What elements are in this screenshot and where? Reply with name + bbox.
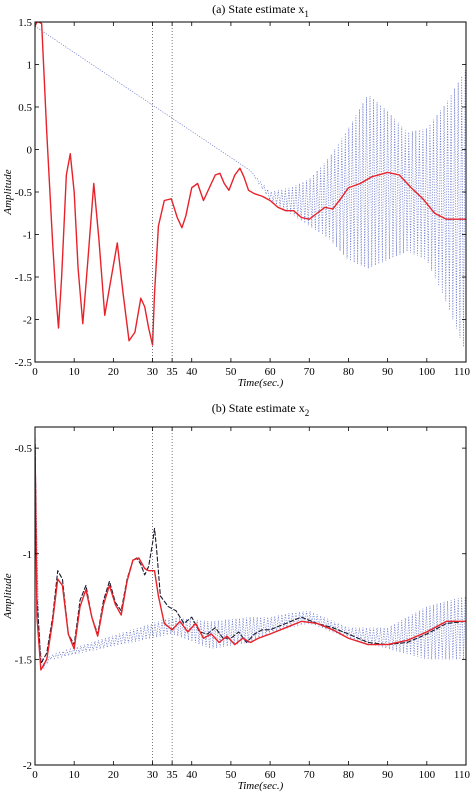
series-dotted-band: [35, 437, 466, 669]
x-tick-label: 35: [167, 769, 179, 781]
x-tick-label: 40: [186, 366, 198, 378]
y-tick-label: -2: [23, 315, 32, 327]
x-tick-label: 10: [69, 769, 81, 781]
x-tick-label: 0: [32, 769, 38, 781]
series-solid: [35, 443, 466, 671]
chart-title: (b) State estimate x2: [212, 401, 309, 418]
y-tick-label: 0.5: [18, 102, 32, 114]
x-tick-label: 70: [304, 366, 316, 378]
x-tick-label: 60: [265, 366, 277, 378]
y-tick-label: -1.5: [15, 272, 33, 284]
y-tick-label: -1.5: [15, 654, 33, 666]
title-subscript: 1: [304, 9, 309, 19]
x-axis-label: Time(sec.): [238, 780, 284, 792]
y-tick-label: -2.5: [15, 357, 33, 369]
x-tick-label: 100: [419, 769, 436, 781]
x-tick-label: 90: [382, 366, 394, 378]
x-tick-label: 50: [225, 366, 237, 378]
y-tick-label: 1.5: [18, 17, 32, 29]
x-tick-label: 35: [167, 366, 179, 378]
x-tick-label: 20: [108, 769, 120, 781]
x-tick-label: 30: [147, 769, 159, 781]
y-tick-label: 1: [27, 60, 33, 72]
x-tick-label: 110: [454, 366, 471, 378]
y-tick-label: -1: [23, 549, 32, 561]
y-tick-label: -0.5: [15, 443, 33, 455]
y-tick-label: 0: [27, 145, 33, 157]
chart-title: (a) State estimate x1: [212, 2, 309, 19]
x-tick-label: 60: [265, 769, 277, 781]
x-tick-label: 40: [186, 769, 198, 781]
series-solid: [35, 22, 466, 346]
chart-a: (a) State estimate x10 10 20 30 35 40 50 60 70 80…: [2, 2, 470, 389]
plot-area: [35, 22, 466, 347]
y-axis-label: Amplitude: [2, 169, 14, 215]
x-tick-label: 50: [225, 769, 237, 781]
x-tick-label: 0: [32, 366, 38, 378]
y-tick-label: -1: [23, 230, 32, 242]
series-dashed: [35, 437, 466, 665]
y-tick-label: -0.5: [15, 187, 33, 199]
x-tick-label: 80: [343, 366, 355, 378]
x-axis-label: Time(sec.): [238, 377, 284, 389]
x-tick-label: 80: [343, 769, 355, 781]
series-dotted-band: [35, 25, 466, 347]
x-tick-label: 100: [419, 366, 436, 378]
x-tick-label: 10: [69, 366, 81, 378]
x-tick-label: 30: [147, 366, 159, 378]
plot-area: [35, 437, 466, 671]
axes-frame: [34, 426, 467, 766]
x-tick-label: 70: [304, 769, 316, 781]
x-tick-label: 110: [454, 769, 471, 781]
title-subscript: 2: [305, 408, 310, 418]
chart-b: (b) State estimate x2 0 10 20 30 35 40 50 60 70 80…: [2, 401, 470, 792]
x-tick-label: 20: [108, 366, 120, 378]
y-axis-label: Amplitude: [2, 573, 14, 619]
x-tick-label: 90: [382, 769, 394, 781]
y-tick-label: -2: [23, 760, 32, 772]
